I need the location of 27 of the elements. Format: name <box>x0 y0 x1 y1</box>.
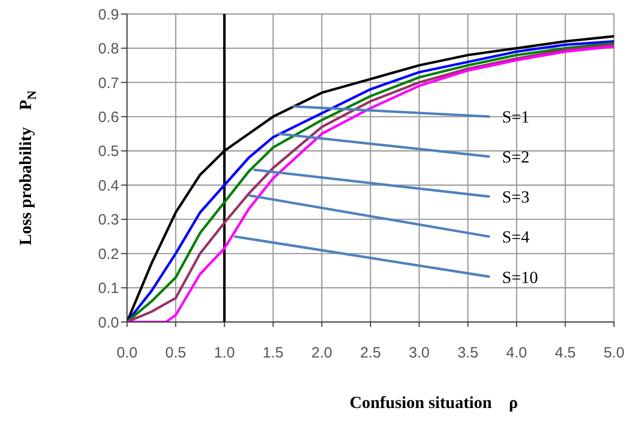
y-tick-label: 0.6 <box>98 108 119 126</box>
annotation: S=10 <box>502 268 538 287</box>
y-tick-label: 0.5 <box>98 143 119 160</box>
annotation: S=3 <box>502 188 530 207</box>
y-tick-label: 0.0 <box>98 314 119 332</box>
annotation: S=1 <box>502 108 530 127</box>
y-tick-label: 0.4 <box>98 177 119 194</box>
x-axis-title: Confusion situation ρ <box>350 393 518 412</box>
x-tick-label: 3.0 <box>408 344 430 362</box>
y-tick-label: 0.7 <box>98 74 119 92</box>
y-tick-label: 0.1 <box>98 280 119 298</box>
x-tick-label: 0.5 <box>165 344 186 362</box>
x-tick-label: 3.5 <box>457 344 478 362</box>
annotation: S=4 <box>502 228 530 247</box>
x-tick-label: 0.0 <box>116 344 138 362</box>
x-tick-label: 2.5 <box>360 344 381 362</box>
x-tick-label: 1.5 <box>262 344 284 362</box>
annotation: S=2 <box>502 148 530 167</box>
y-tick-label: 0.3 <box>98 212 119 229</box>
x-tick-label: 4.0 <box>506 344 528 362</box>
y-tick-label: 0.9 <box>98 6 119 24</box>
x-tick-label: 4.5 <box>554 344 576 362</box>
y-tick-label: 0.8 <box>98 40 119 58</box>
x-tick-label: 5.0 <box>604 344 624 362</box>
x-tick-label: 1.0 <box>214 344 235 362</box>
x-tick-label: 2.0 <box>311 344 332 362</box>
y-tick-label: 0.2 <box>98 246 119 263</box>
